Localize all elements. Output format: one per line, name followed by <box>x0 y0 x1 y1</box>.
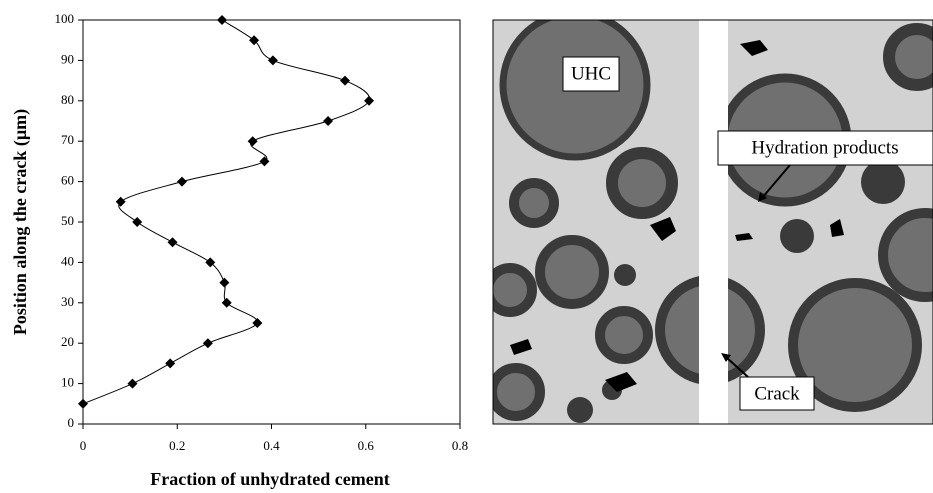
y-tick-label: 60 <box>61 173 74 188</box>
y-tick-label: 80 <box>61 92 74 107</box>
marker <box>116 197 126 207</box>
y-tick-label: 20 <box>61 334 74 349</box>
marker <box>165 358 175 368</box>
marker <box>78 399 88 409</box>
y-tick-label: 90 <box>61 51 74 66</box>
microstructure-image <box>488 13 933 424</box>
marker <box>132 217 142 227</box>
x-tick-label: 0.2 <box>169 438 185 453</box>
y-tick-label: 100 <box>55 11 75 26</box>
marker <box>268 55 278 65</box>
x-axis-title: Fraction of unhydrated cement <box>150 469 389 489</box>
marker <box>168 237 178 247</box>
y-tick-label: 70 <box>61 132 74 147</box>
marker <box>217 15 227 25</box>
y-tick-label: 10 <box>61 375 74 390</box>
y-tick-label: 30 <box>61 294 74 309</box>
y-tick-label: 40 <box>61 253 74 268</box>
annotation: Crack <box>754 383 800 404</box>
annotation: UHC <box>571 63 611 84</box>
y-tick-label: 0 <box>68 415 75 430</box>
marker <box>323 116 333 126</box>
annotation: Hydration products <box>751 137 898 158</box>
marker <box>222 298 232 308</box>
y-tick-label: 50 <box>61 213 74 228</box>
x-tick-label: 0.6 <box>358 438 375 453</box>
marker <box>127 379 137 389</box>
figure: Fraction of unhydrated cement Position a… <box>0 0 933 493</box>
marker <box>219 278 229 288</box>
marker <box>259 156 269 166</box>
y-axis-title: Position along the crack (µm) <box>10 109 31 335</box>
marker <box>177 177 187 187</box>
x-tick-label: 0 <box>80 438 87 453</box>
marker <box>248 136 258 146</box>
marker <box>203 338 213 348</box>
x-tick-label: 0.8 <box>452 438 468 453</box>
line <box>83 20 369 404</box>
marker <box>340 76 350 86</box>
x-tick-label: 0.4 <box>263 438 280 453</box>
